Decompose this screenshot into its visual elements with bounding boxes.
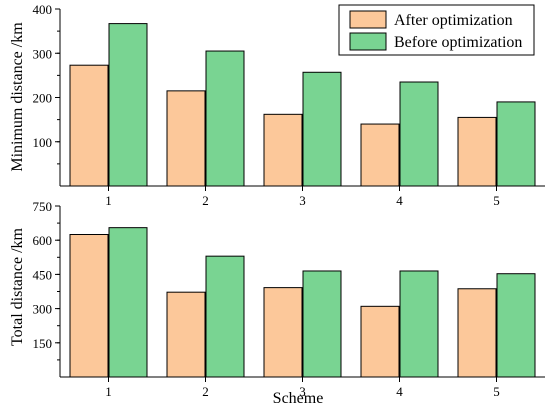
y-tick-label: 750	[33, 199, 53, 214]
x-tick-label: 5	[493, 193, 500, 208]
bar-before-scheme-4	[399, 81, 439, 187]
bar-before-scheme-1	[108, 23, 148, 187]
bar-before-scheme-4	[399, 270, 439, 378]
bar-before-scheme-5	[496, 101, 536, 187]
bar-before-scheme-1	[108, 227, 148, 378]
x-axis-label-scheme: Scheme	[273, 390, 324, 407]
legend: After optimization Before optimization	[338, 4, 535, 56]
y-tick-label: 200	[33, 91, 53, 106]
y-tick-label: 400	[33, 2, 53, 17]
y-axis-label-minimum-distance: Minimum distance /km	[9, 22, 26, 172]
legend-swatch-after	[349, 10, 387, 29]
bar-before-scheme-3	[302, 71, 342, 187]
bar-after-scheme-2	[166, 90, 206, 187]
y-axis-label-total-distance: Total distance /km	[9, 227, 26, 346]
y-tick-label: 150	[33, 336, 53, 351]
bar-after-scheme-1	[69, 234, 109, 378]
y-tick-label: 300	[33, 302, 53, 317]
x-tick-label: 4	[396, 384, 403, 399]
bar-after-scheme-4	[360, 123, 400, 187]
bar-before-scheme-2	[205, 255, 245, 378]
legend-label-after: After optimization	[394, 12, 513, 29]
x-tick-label: 2	[202, 384, 209, 399]
x-tick-label: 3	[299, 193, 306, 208]
legend-label-before: Before optimization	[394, 34, 522, 51]
y-tick-label: 600	[33, 233, 53, 248]
bar-after-scheme-3	[263, 287, 303, 378]
x-tick-label: 1	[105, 193, 112, 208]
bar-after-scheme-3	[263, 113, 303, 187]
x-tick-label: 1	[105, 384, 112, 399]
x-tick-label: 5	[493, 384, 500, 399]
y-tick-label: 100	[33, 135, 53, 150]
bar-after-scheme-2	[166, 291, 206, 378]
panel-minimum-distance: 100 200 300 400 1 2 3 4 5	[33, 2, 545, 208]
x-tick-label: 3	[299, 384, 306, 399]
bar-before-scheme-5	[496, 273, 536, 378]
bar-after-scheme-5	[457, 288, 497, 378]
x-tick-label: 4	[396, 193, 403, 208]
y-tick-label: 450	[33, 267, 53, 282]
bar-after-scheme-5	[457, 116, 497, 187]
bar-after-scheme-4	[360, 305, 400, 378]
bar-before-scheme-3	[302, 270, 342, 378]
legend-swatch-before	[349, 32, 387, 51]
y-tick-label: 300	[33, 46, 53, 61]
bar-before-scheme-2	[205, 50, 245, 187]
panel-total-distance: 150 300 450 600 750 1 2 3 4 5	[33, 199, 545, 399]
bar-after-scheme-1	[69, 64, 109, 187]
x-tick-label: 2	[202, 193, 209, 208]
